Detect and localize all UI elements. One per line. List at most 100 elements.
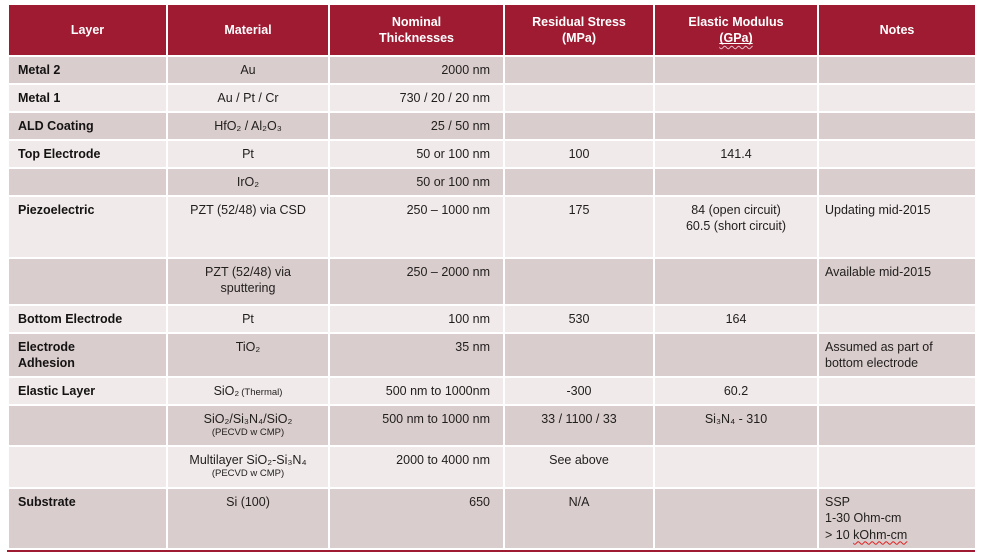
- material-line: SiO₂ (Thermal): [173, 383, 323, 399]
- thickness-cell: 2000 to 4000 nm: [328, 445, 505, 489]
- column-header-line2: (GPa): [659, 30, 813, 46]
- column-header: Layer: [7, 3, 168, 57]
- table-row: Metal 2 Au 2000 nm: [7, 55, 977, 85]
- column-header-line1: Elastic Modulus: [688, 14, 784, 29]
- material-name: Au: [240, 63, 256, 77]
- elastic-modulus-cell: [653, 167, 819, 197]
- thickness-cell: 35 nm: [328, 332, 505, 378]
- table-row: Piezoelectric PZT (52/48) via CSD 250 – …: [7, 195, 977, 259]
- table-row: Multilayer SiO₂-Si₃N₄ (PECVD w CMP) 2000…: [7, 445, 977, 489]
- material-cell: PZT (52/48) via sputtering: [166, 257, 330, 306]
- material-name: PZT (52/48) via CSD: [190, 203, 306, 217]
- material-line: TiO₂: [173, 339, 323, 355]
- notes-cell: [817, 111, 977, 141]
- layer-cell: [7, 445, 168, 489]
- column-header-line2-text: (GPa): [719, 31, 753, 45]
- material-cell: IrO₂: [166, 167, 330, 197]
- material-cell: Pt: [166, 139, 330, 169]
- table-row: IrO₂ 50 or 100 nm: [7, 167, 977, 197]
- residual-stress-cell: See above: [503, 445, 655, 489]
- material-cell: Au: [166, 55, 330, 85]
- thickness-cell: 250 – 1000 nm: [328, 195, 505, 259]
- residual-stress-cell: N/A: [503, 487, 655, 550]
- layer-cell: ALD Coating: [7, 111, 168, 141]
- column-header-line2: Thicknesses: [334, 30, 499, 46]
- table-row: Electrode Adhesion TiO₂ 35 nm Assumed as…: [7, 332, 977, 378]
- material-line: HfO₂ / Al₂O₃: [173, 118, 323, 134]
- material-name: HfO₂ / Al₂O₃: [214, 119, 282, 133]
- thickness-cell: 730 / 20 / 20 nm: [328, 83, 505, 113]
- notes-cell: [817, 304, 977, 334]
- residual-stress-cell: 100: [503, 139, 655, 169]
- residual-stress-cell: [503, 83, 655, 113]
- material-cell: Pt: [166, 304, 330, 334]
- material-cell: Au / Pt / Cr: [166, 83, 330, 113]
- material-name: TiO₂: [235, 340, 261, 354]
- residual-stress-cell: 530: [503, 304, 655, 334]
- material-name: Pt: [242, 312, 254, 326]
- material-name: PZT (52/48) via sputtering: [205, 265, 291, 296]
- layer-cell: Substrate: [7, 487, 168, 550]
- table-row: ALD Coating HfO₂ / Al₂O₃ 25 / 50 nm: [7, 111, 977, 141]
- elastic-modulus-cell: [653, 55, 819, 85]
- material-line: Pt: [173, 146, 323, 162]
- material-line: Si (100): [173, 494, 323, 510]
- residual-stress-cell: -300: [503, 376, 655, 406]
- material-cell: HfO₂ / Al₂O₃: [166, 111, 330, 141]
- column-header: Residual Stress (MPa): [503, 3, 655, 57]
- elastic-modulus-cell: 141.4: [653, 139, 819, 169]
- material-name: SiO₂/Si₃N₄/SiO₂: [203, 412, 293, 426]
- material-cell: PZT (52/48) via CSD: [166, 195, 330, 259]
- layer-cell: [7, 167, 168, 197]
- notes-cell: SSP 1-30 Ohm-cm > 10 kOhm-cm: [817, 487, 977, 550]
- column-header-line2-text: (MPa): [561, 31, 597, 45]
- table-row: Metal 1 Au / Pt / Cr 730 / 20 / 20 nm: [7, 83, 977, 113]
- notes-cell: [817, 404, 977, 447]
- table-row: Substrate Si (100) 650 N/A SSP 1-30 Ohm-c…: [7, 487, 977, 550]
- column-header: Nominal Thicknesses: [328, 3, 505, 57]
- misspelled-word: kOhm-cm: [853, 527, 908, 542]
- note-line: > 10 kOhm-cm: [825, 527, 970, 543]
- layer-cell: Bottom Electrode: [7, 304, 168, 334]
- elastic-modulus-cell: 60.2: [653, 376, 819, 406]
- elastic-modulus-cell: [653, 83, 819, 113]
- note-text: > 10: [825, 527, 854, 542]
- column-header-line1: Residual Stress: [532, 14, 626, 29]
- layer-cell: [7, 257, 168, 306]
- thickness-cell: 650: [328, 487, 505, 550]
- column-header-line1: Nominal: [391, 14, 442, 29]
- residual-stress-cell: [503, 332, 655, 378]
- material-line: Au: [173, 62, 323, 78]
- notes-cell: [817, 83, 977, 113]
- material-line: Multilayer SiO₂-Si₃N₄: [173, 452, 323, 468]
- material-line: Au / Pt / Cr: [173, 90, 323, 106]
- note-line: bottom electrode: [825, 356, 919, 371]
- layer-cell: [7, 404, 168, 447]
- material-name: Multilayer SiO₂-Si₃N₄: [189, 453, 307, 467]
- layer-cell: Electrode Adhesion: [7, 332, 168, 378]
- layer-stack-table-wrap: Layer Material Nominal Thicknesses Resid…: [7, 3, 977, 552]
- column-header-line1: Material: [224, 22, 272, 37]
- notes-cell: Updating mid-2015: [817, 195, 977, 259]
- material-line: Pt: [173, 311, 323, 327]
- column-header-line2-text: Thicknesses: [378, 31, 455, 45]
- elastic-modulus-cell: [653, 487, 819, 550]
- material-inline-note: (Thermal): [241, 387, 283, 398]
- notes-cell: [817, 167, 977, 197]
- thickness-cell: 500 nm to 1000 nm: [328, 404, 505, 447]
- material-cell: Multilayer SiO₂-Si₃N₄ (PECVD w CMP): [166, 445, 330, 489]
- column-header: Elastic Modulus (GPa): [653, 3, 819, 57]
- underlined-text: (MPa): [562, 31, 596, 45]
- note-line: SSP: [825, 495, 851, 509]
- column-header-line2: (MPa): [509, 30, 649, 46]
- elastic-modulus-cell: Si₃N₄ - 310: [653, 404, 819, 447]
- column-header: Notes: [817, 3, 977, 57]
- material-line: IrO₂: [173, 174, 323, 190]
- material-cell: SiO₂/Si₃N₄/SiO₂ (PECVD w CMP): [166, 404, 330, 447]
- material-name: Si (100): [226, 495, 270, 509]
- thickness-cell: 100 nm: [328, 304, 505, 334]
- residual-stress-cell: 175: [503, 195, 655, 259]
- thickness-cell: 50 or 100 nm: [328, 167, 505, 197]
- thickness-cell: 50 or 100 nm: [328, 139, 505, 169]
- material-name: IrO₂: [236, 175, 260, 189]
